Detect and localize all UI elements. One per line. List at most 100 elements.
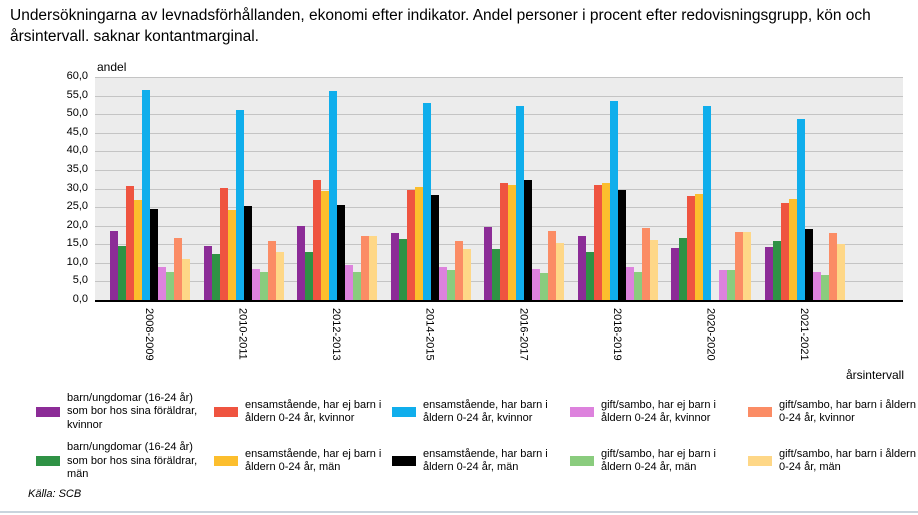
chart-bar	[577, 236, 586, 300]
legend-item: gift/sambo, har barn i åldern 0-24 år, k…	[748, 392, 916, 432]
gridline	[95, 225, 903, 227]
legend-swatch	[214, 407, 238, 418]
chart-bar	[492, 249, 501, 300]
legend-label: ensamstående, har barn i åldern 0-24 år,…	[423, 447, 548, 474]
chart-bar	[422, 103, 431, 300]
legend-swatch	[36, 456, 60, 467]
chart-bar	[337, 205, 346, 300]
y-tick-label: 0,0	[72, 293, 88, 305]
gridline	[95, 207, 903, 209]
chart-bar	[548, 231, 557, 300]
y-tick-label: 15,0	[66, 237, 88, 250]
x-tick-label: 2020-2020	[704, 308, 717, 361]
chart-bar	[235, 110, 244, 300]
chart-bar	[259, 272, 268, 300]
chart-bar	[118, 246, 126, 300]
y-tick-label: 55,0	[66, 88, 88, 101]
chart-bar	[788, 199, 797, 300]
chart-bar	[166, 272, 174, 300]
chart-bar	[345, 265, 354, 300]
gridline	[95, 114, 903, 116]
x-tick-label: 2018-2019	[610, 308, 623, 361]
chart-bar	[305, 252, 314, 300]
chart-bar	[110, 231, 118, 300]
chart-bar	[625, 267, 634, 300]
chart-bar	[398, 239, 407, 300]
chart-bar	[556, 243, 565, 300]
chart-bar	[508, 185, 517, 300]
bar-group-2010-2011	[203, 110, 284, 300]
y-tick-label: 20,0	[66, 218, 88, 231]
chart-bar	[251, 269, 260, 300]
chart-bar	[313, 180, 322, 300]
chart-legend: barn/ungdomar (16-24 år) som bor hos sin…	[36, 392, 916, 481]
chart-bar	[430, 195, 439, 300]
legend-swatch	[36, 407, 60, 418]
legend-swatch	[748, 407, 772, 418]
legend-label: barn/ungdomar (16-24 år) som bor hos sin…	[67, 441, 198, 481]
chart-bar	[820, 275, 829, 300]
chart-bar	[828, 233, 837, 300]
legend-item: ensamstående, har barn i åldern 0-24 år,…	[392, 441, 560, 481]
gridline	[95, 188, 903, 190]
legend-label: ensamstående, har ej barn i åldern 0-24 …	[245, 398, 382, 425]
x-tick-label: 2014-2015	[423, 308, 436, 361]
x-tick-label: 2012-2013	[330, 308, 343, 361]
chart-bar	[142, 90, 150, 300]
y-axis-label: andel	[97, 60, 127, 74]
legend-item: barn/ungdomar (16-24 år) som bor hos sin…	[36, 441, 204, 481]
chart-bar	[462, 249, 471, 300]
chart-bar	[321, 191, 330, 300]
chart-bar	[454, 241, 463, 300]
y-tick-label: 35,0	[66, 162, 88, 175]
legend-label: barn/ungdomar (16-24 år) som bor hos sin…	[67, 392, 198, 431]
chart-bar	[703, 106, 712, 300]
legend-swatch	[392, 407, 416, 418]
chart-bar	[158, 267, 166, 300]
chart-bar	[796, 119, 805, 300]
bar-group-2014-2015	[390, 103, 471, 300]
legend-item: ensamstående, har ej barn i åldern 0-24 …	[214, 441, 382, 481]
chart-bar	[679, 238, 688, 300]
x-tick-label: 2016-2017	[517, 308, 530, 361]
chart-bar	[150, 209, 158, 300]
chart-bar	[641, 228, 650, 300]
chart-bar	[633, 272, 642, 300]
legend-label: ensamstående, har barn i åldern 0-24 år,…	[423, 398, 548, 425]
gridline	[95, 169, 903, 171]
y-tick-label: 25,0	[66, 200, 88, 213]
chart-bar	[446, 270, 455, 300]
chart-bar	[211, 254, 220, 300]
chart-bar	[134, 200, 142, 300]
y-tick-label: 30,0	[66, 181, 88, 194]
chart-bar	[836, 244, 845, 300]
chart-bar	[297, 226, 306, 300]
legend-swatch	[748, 456, 772, 467]
chart-bar	[414, 187, 423, 300]
chart-bar	[532, 269, 541, 300]
chart-bar	[743, 232, 752, 300]
chart-bar	[727, 270, 736, 300]
bar-group-2020-2020	[671, 106, 752, 300]
gridline	[95, 132, 903, 134]
legend-item: barn/ungdomar (16-24 år) som bor hos sin…	[36, 392, 204, 432]
bar-group-2018-2019	[577, 101, 658, 300]
chart-title: Undersökningarna av levnadsförhållanden,…	[10, 7, 871, 45]
y-tick-label: 45,0	[66, 125, 88, 138]
chart-bar	[735, 232, 744, 300]
legend-swatch	[570, 456, 594, 467]
chart-bar	[804, 229, 813, 300]
chart-bar	[780, 203, 789, 300]
chart-bar	[275, 252, 284, 300]
legend-item: ensamstående, har ej barn i åldern 0-24 …	[214, 392, 382, 432]
bottom-divider	[0, 511, 918, 513]
legend-label: gift/sambo, har barn i åldern 0-24 år, m…	[779, 447, 916, 474]
legend-swatch	[214, 456, 238, 467]
chart-bar	[585, 252, 594, 300]
chart-bar	[516, 106, 525, 300]
chart-bar	[695, 194, 704, 300]
legend-item: gift/sambo, har barn i åldern 0-24 år, m…	[748, 441, 916, 481]
chart-bar	[361, 236, 370, 300]
chart-bar	[540, 273, 549, 300]
